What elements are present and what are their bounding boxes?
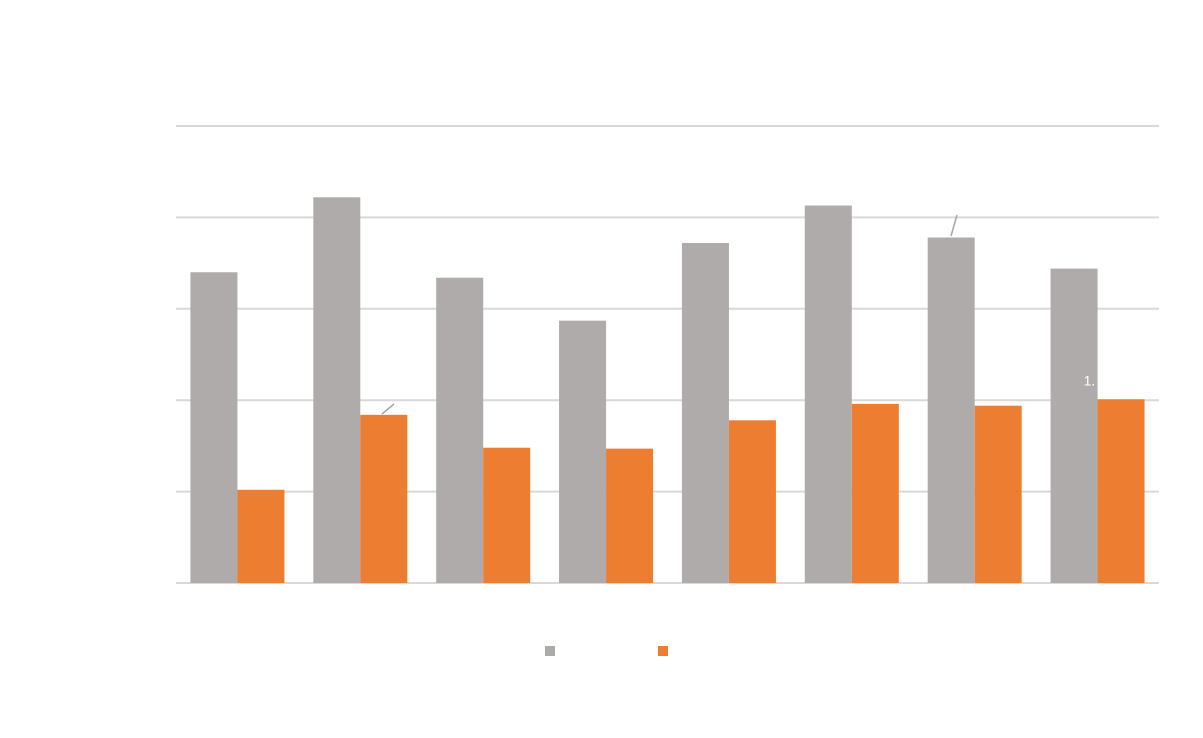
- bar-series-1-1: [190, 272, 238, 583]
- bar-series-1-7: [927, 237, 975, 583]
- data-label: 1.: [1084, 372, 1096, 388]
- bar-series-1-4: [559, 320, 607, 583]
- legend: [545, 646, 668, 656]
- leader-line: [950, 214, 958, 237]
- bar-series-2-6: [851, 403, 899, 583]
- bar-series-2-2: [360, 414, 408, 583]
- bar-series-2-7: [974, 405, 1022, 583]
- bar-series-2-1: [237, 489, 285, 583]
- bar-series-2-8: [1097, 399, 1145, 583]
- leader-lines: [381, 214, 958, 415]
- bar-series-1-5: [681, 242, 729, 583]
- bar-series-2-3: [483, 447, 531, 583]
- bar-series-1-2: [313, 197, 361, 584]
- bars: [190, 197, 1145, 584]
- bar-series-1-8: [1050, 268, 1098, 583]
- bar-series-2-4: [606, 448, 654, 583]
- data-labels: 1.: [1084, 372, 1096, 388]
- legend-swatch-series-2: [658, 646, 668, 656]
- leader-line: [381, 403, 395, 415]
- legend-swatch-series-1: [545, 646, 555, 656]
- bar-series-1-3: [436, 277, 484, 583]
- bar-series-1-6: [804, 205, 852, 583]
- bar-series-2-5: [728, 420, 776, 583]
